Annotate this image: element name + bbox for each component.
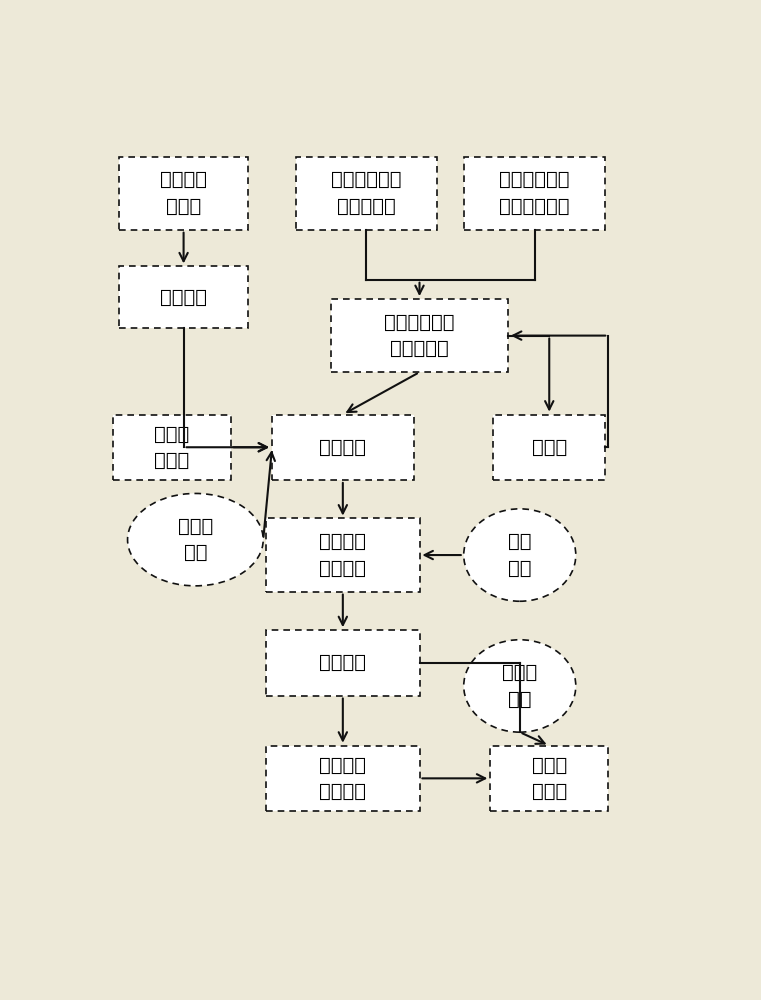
Text: 脱靶量: 脱靶量 bbox=[532, 438, 567, 457]
Bar bbox=[331, 299, 508, 372]
Text: 回波功
率频谱: 回波功 率频谱 bbox=[532, 756, 567, 801]
Bar bbox=[119, 266, 248, 328]
Text: 物理光
学法: 物理光 学法 bbox=[178, 517, 213, 562]
Bar bbox=[266, 746, 419, 811]
Text: 两个坐标系间
的变化关系: 两个坐标系间 的变化关系 bbox=[384, 313, 455, 358]
Text: 回波功率
时间序列: 回波功率 时间序列 bbox=[320, 756, 366, 801]
Text: 回波功率: 回波功率 bbox=[320, 653, 366, 672]
Bar bbox=[490, 746, 608, 811]
Text: 入射波束
表达式: 入射波束 表达式 bbox=[160, 170, 207, 216]
Bar bbox=[119, 157, 248, 230]
Text: 傅里叶
变换: 傅里叶 变换 bbox=[502, 663, 537, 709]
Ellipse shape bbox=[463, 509, 576, 601]
Bar bbox=[493, 415, 605, 480]
Text: 照射面元: 照射面元 bbox=[320, 438, 366, 457]
Text: 波束分解: 波束分解 bbox=[160, 288, 207, 307]
Bar bbox=[463, 157, 605, 230]
Text: 目标与探测器
相对运动关系: 目标与探测器 相对运动关系 bbox=[499, 170, 570, 216]
Ellipse shape bbox=[128, 493, 263, 586]
Bar bbox=[113, 415, 231, 480]
Text: 雷达
方程: 雷达 方程 bbox=[508, 532, 531, 578]
Bar bbox=[266, 518, 419, 592]
Text: 满足远
场条件: 满足远 场条件 bbox=[154, 425, 189, 470]
Bar bbox=[272, 415, 414, 480]
Ellipse shape bbox=[463, 640, 576, 732]
Bar bbox=[266, 630, 419, 696]
Bar bbox=[295, 157, 438, 230]
Text: 雷达后向
散射截面: 雷达后向 散射截面 bbox=[320, 532, 366, 578]
Text: 探测器坐标系
目标坐标系: 探测器坐标系 目标坐标系 bbox=[331, 170, 402, 216]
